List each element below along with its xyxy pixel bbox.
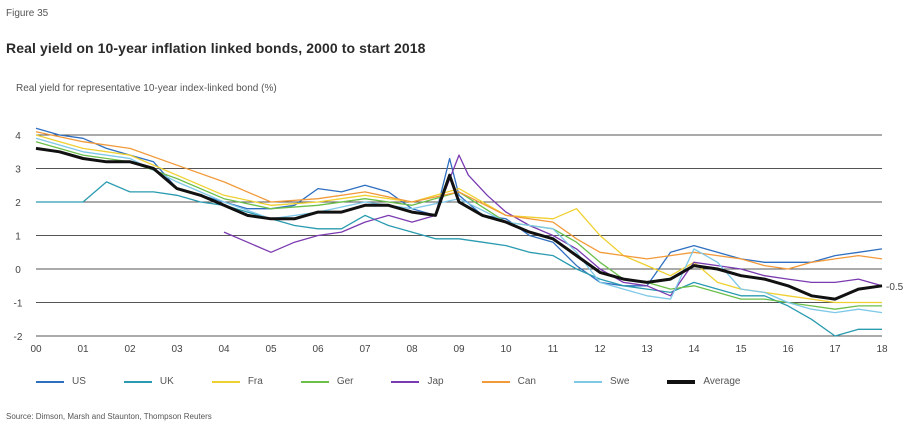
series-line-swe <box>35 137 883 314</box>
x-tick-label: 17 <box>829 344 841 355</box>
y-tick-label: 2 <box>15 198 21 209</box>
legend-label: Average <box>703 376 741 387</box>
series-line-us <box>35 127 883 287</box>
x-tick-label: 15 <box>735 344 747 355</box>
y-axis-label: Real yield for representative 10-year in… <box>16 83 277 94</box>
x-tick-label: 03 <box>171 344 183 355</box>
legend-item-average: Average <box>667 376 741 387</box>
x-tick-label: 00 <box>30 344 42 355</box>
x-tick-label: 08 <box>406 344 418 355</box>
legend-item-jap: Jap <box>391 376 444 387</box>
y-tick-label: -1 <box>14 299 23 310</box>
legend-label: UK <box>159 376 174 387</box>
x-tick-label: 07 <box>359 344 371 355</box>
legend-swatch <box>391 380 420 383</box>
legend-swatch <box>667 379 696 384</box>
legend-label: Jap <box>427 376 444 387</box>
source-note: Source: Dimson, Marsh and Staunton, Thom… <box>6 412 212 421</box>
legend-item-fra: Fra <box>211 376 263 387</box>
end-value-annotation: -0.5 <box>886 282 904 293</box>
legend-swatch <box>36 380 64 383</box>
legend-swatch <box>211 380 240 383</box>
series-line-jap <box>223 154 883 297</box>
y-tick-label: 3 <box>15 165 21 176</box>
x-tick-label: 04 <box>218 344 230 355</box>
x-tick-label: 06 <box>312 344 324 355</box>
legend-item-ger: Ger <box>300 376 354 387</box>
legend-item-can: Can <box>481 376 536 387</box>
x-tick-label: 14 <box>688 344 700 355</box>
x-tick-label: 10 <box>500 344 512 355</box>
chart-title: Real yield on 10-year inflation linked b… <box>6 40 426 56</box>
y-tick-label: 4 <box>15 131 21 142</box>
x-tick-label: 09 <box>453 344 465 355</box>
y-tick-label: 1 <box>15 232 21 243</box>
legend-label: US <box>72 376 86 387</box>
x-tick-label: 13 <box>641 344 653 355</box>
y-tick-label: 0 <box>15 265 21 276</box>
x-tick-label: 11 <box>548 344 559 355</box>
legend-label: Fra <box>247 376 263 387</box>
legend-swatch <box>123 380 152 383</box>
x-tick-label: 12 <box>594 344 606 355</box>
legend-swatch <box>300 380 329 383</box>
legend-item-uk: UK <box>123 376 174 387</box>
x-tick-label: 01 <box>77 344 89 355</box>
legend-item-swe: Swe <box>573 376 630 387</box>
legend-label: Can <box>517 376 536 387</box>
y-tick-label: -2 <box>14 332 23 343</box>
x-tick-label: 05 <box>265 344 277 355</box>
x-tick-label: 16 <box>782 344 794 355</box>
x-tick-label: 02 <box>124 344 136 355</box>
series-line-ger <box>35 141 882 310</box>
x-tick-label: 18 <box>876 344 888 355</box>
figure-label: Figure 35 <box>6 8 49 19</box>
series-line-can <box>35 131 883 270</box>
legend-swatch <box>573 380 602 383</box>
legend-item-us: US <box>36 376 86 387</box>
series-line-average <box>35 146 883 301</box>
legend-swatch <box>481 380 510 383</box>
series-line-fra <box>35 134 882 304</box>
legend-label: Swe <box>609 376 630 387</box>
legend-label: Ger <box>336 376 354 387</box>
legend: US UK Fra Ger Jap Can Swe Average <box>36 376 779 387</box>
series-line-uk <box>36 181 882 337</box>
